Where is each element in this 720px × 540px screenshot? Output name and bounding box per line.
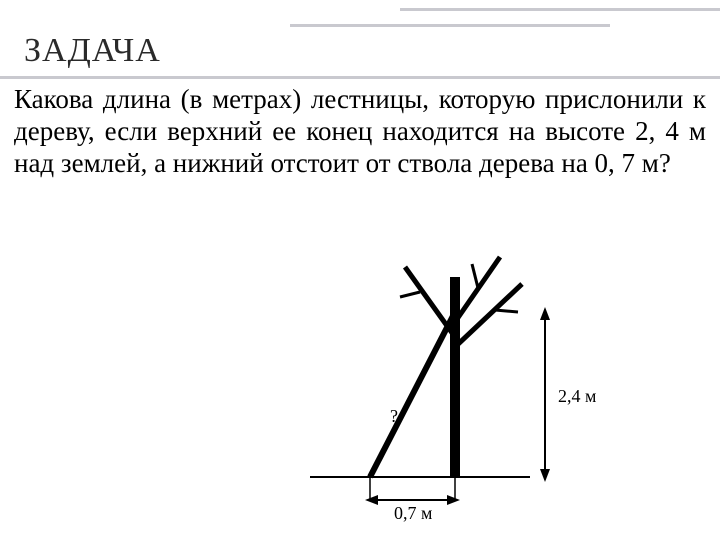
base-label: 0,7 м [394,503,432,522]
page-title: ЗАДАЧА [24,32,161,70]
deco-line [400,8,720,11]
problem-text: Какова длина (в метрах) лестницы, котору… [14,84,706,180]
height-label: 2,4 м [558,386,596,406]
title-underline [0,76,720,79]
unknown-label: ? [390,406,398,426]
deco-line [290,24,610,27]
tree-ladder-figure: 2,4 м 0,7 м ? [300,252,630,522]
header-decoration [0,0,720,34]
